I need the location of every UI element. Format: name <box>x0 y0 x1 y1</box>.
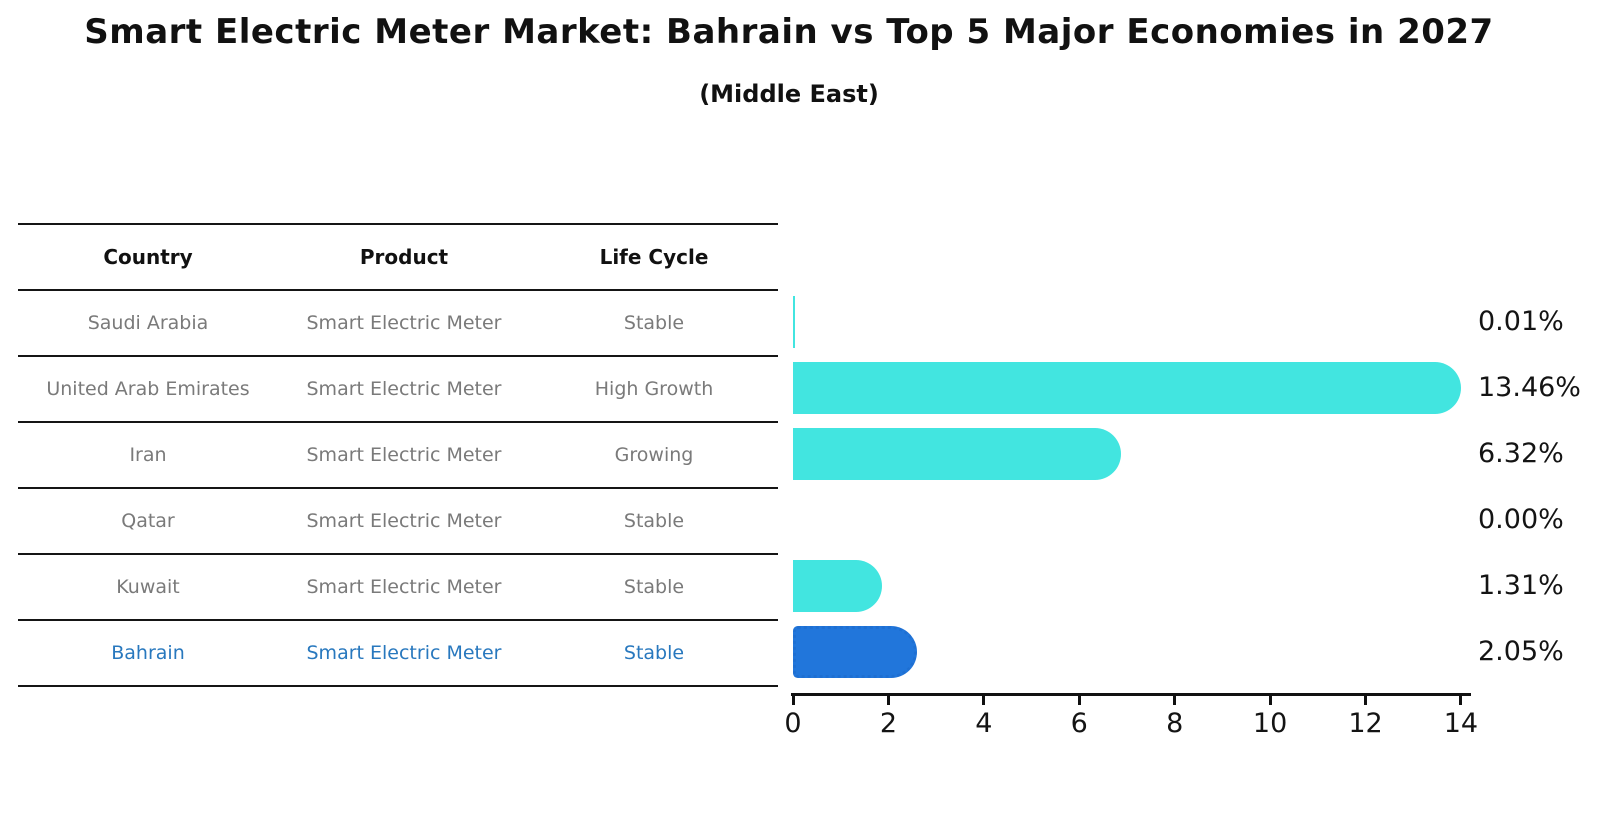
cell-product: Smart Electric Meter <box>306 444 502 466</box>
bar-iran <box>793 428 1121 480</box>
table-row-bahrain: Bahrain Smart Electric Meter Stable <box>18 619 778 685</box>
table-row-qatar: Qatar Smart Electric Meter Stable <box>18 487 778 553</box>
bar-bahrain <box>793 626 917 678</box>
x-tick-label-14: 14 <box>1443 708 1479 739</box>
cell-country: Saudi Arabia <box>87 312 209 334</box>
table-header-row: Country Product Life Cycle <box>18 223 778 289</box>
x-tick-label-2: 2 <box>879 708 897 739</box>
value-label-saudi-arabia: 0.01% <box>1478 306 1564 337</box>
cell-country: Kuwait <box>116 576 180 598</box>
x-tick-label-6: 6 <box>1070 708 1088 739</box>
country-table: Country Product Life Cycle Saudi Arabia S… <box>18 223 778 687</box>
cell-product: Smart Electric Meter <box>306 576 502 598</box>
value-label-iran: 6.32% <box>1478 438 1564 469</box>
x-tick-mark-12 <box>1364 696 1368 705</box>
cell-country: Bahrain <box>111 642 185 664</box>
value-label-kuwait: 1.31% <box>1478 570 1564 601</box>
x-tick-mark-8 <box>1173 696 1177 705</box>
x-tick-mark-10 <box>1268 696 1272 705</box>
bar-saudi-arabia <box>793 296 795 348</box>
x-tick-label-4: 4 <box>975 708 993 739</box>
cell-country: United Arab Emirates <box>46 378 250 400</box>
table-row-united-arab-emirates: United Arab Emirates Smart Electric Meter… <box>18 355 778 421</box>
cell-life-cycle: Stable <box>623 576 685 598</box>
x-tick-mark-14 <box>1459 696 1463 705</box>
table-header-product: Product <box>359 245 449 269</box>
x-tick-mark-0 <box>791 696 795 705</box>
value-label-united-arab-emirates: 13.46% <box>1478 372 1581 403</box>
x-axis-line <box>791 693 1471 696</box>
x-tick-label-8: 8 <box>1166 708 1184 739</box>
cell-product: Smart Electric Meter <box>306 642 502 664</box>
x-tick-mark-2 <box>886 696 890 705</box>
cell-life-cycle: Stable <box>623 642 685 664</box>
table-header-life-cycle: Life Cycle <box>599 245 709 269</box>
x-tick-mark-4 <box>982 696 986 705</box>
x-tick-mark-6 <box>1077 696 1081 705</box>
x-tick-label-10: 10 <box>1252 708 1288 739</box>
cell-product: Smart Electric Meter <box>306 510 502 532</box>
cell-country: Iran <box>129 444 167 466</box>
x-tick-label-0: 0 <box>784 708 802 739</box>
cell-country: Qatar <box>121 510 175 532</box>
chart-title: Smart Electric Meter Market: Bahrain vs … <box>84 12 1494 52</box>
x-tick-label-12: 12 <box>1348 708 1383 739</box>
value-label-bahrain: 2.05% <box>1478 636 1564 667</box>
cell-life-cycle: Stable <box>623 312 685 334</box>
table-row-iran: Iran Smart Electric Meter Growing <box>18 421 778 487</box>
cell-product: Smart Electric Meter <box>306 378 502 400</box>
cell-life-cycle: High Growth <box>594 378 714 400</box>
table-header-country: Country <box>103 245 193 269</box>
cell-life-cycle: Stable <box>623 510 685 532</box>
cell-product: Smart Electric Meter <box>306 312 502 334</box>
cell-life-cycle: Growing <box>614 444 694 466</box>
bar-kuwait <box>793 560 882 612</box>
table-row-kuwait: Kuwait Smart Electric Meter Stable <box>18 553 778 619</box>
value-label-qatar: 0.00% <box>1478 504 1564 535</box>
chart-subtitle: (Middle East) <box>699 80 879 108</box>
table-row-saudi-arabia: Saudi Arabia Smart Electric Meter Stable <box>18 289 778 355</box>
bar-united-arab-emirates <box>793 362 1461 414</box>
